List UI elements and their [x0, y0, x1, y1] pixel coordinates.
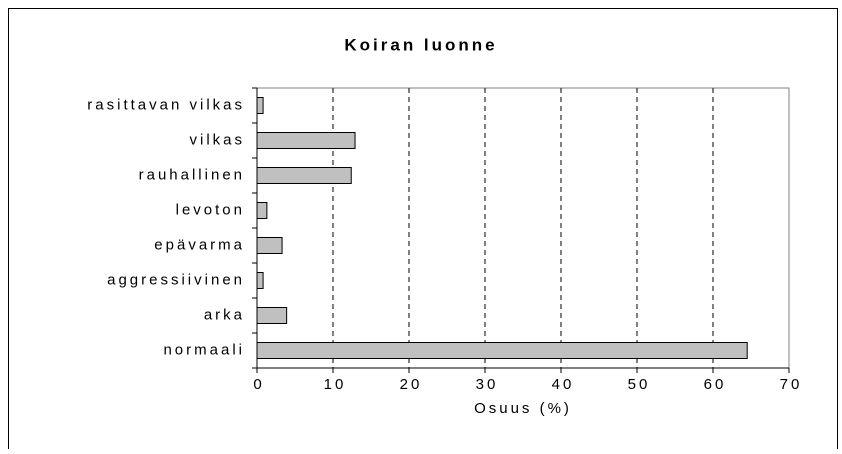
- x-tick-label: 40: [552, 376, 575, 393]
- chart-frame: [8, 8, 838, 454]
- x-tick-label: 10: [324, 376, 347, 393]
- x-tick-label: 30: [476, 376, 499, 393]
- y-tick-label: arka: [204, 306, 245, 323]
- y-tick-label: normaali: [163, 341, 245, 358]
- bar: [256, 97, 264, 114]
- bar: [256, 202, 268, 219]
- x-tick-label: 50: [628, 376, 651, 393]
- y-tick-label: aggressiivinen: [107, 271, 245, 288]
- bar: [256, 132, 356, 149]
- x-tick-label: 60: [704, 376, 727, 393]
- x-tick-label: 70: [780, 376, 803, 393]
- bar: [256, 342, 748, 359]
- x-axis-title: Osuus (%): [474, 400, 572, 417]
- chart-title: Koiran luonne: [344, 35, 497, 54]
- x-tick-label: 0: [253, 376, 264, 393]
- y-tick-label: vilkas: [189, 131, 245, 148]
- y-tick-label: epävarma: [154, 236, 245, 253]
- y-tick-label: rasittavan vilkas: [87, 96, 245, 113]
- bar: [256, 167, 352, 184]
- y-tick-label: rauhallinen: [139, 166, 245, 183]
- x-tick-label: 20: [400, 376, 423, 393]
- bar: [256, 237, 283, 254]
- y-tick-label: levoton: [176, 201, 245, 218]
- bar: [256, 307, 288, 324]
- bar: [256, 272, 264, 289]
